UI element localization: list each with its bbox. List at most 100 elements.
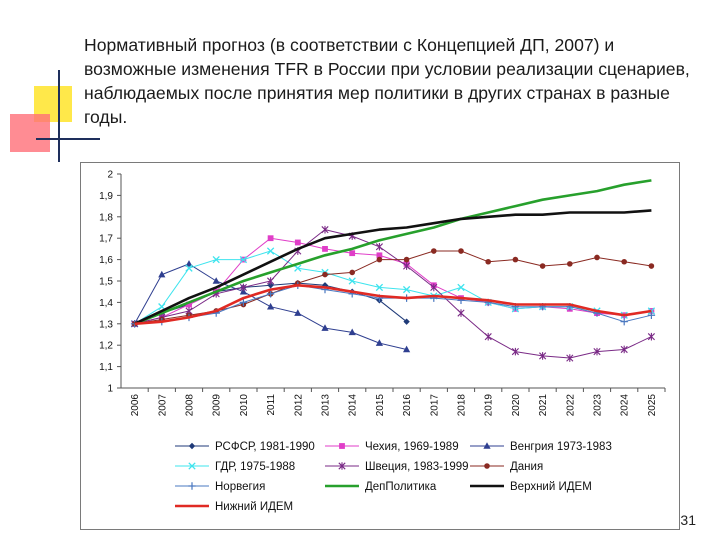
data-point-marker — [348, 277, 356, 285]
x-tick-label: 2010 — [239, 394, 250, 417]
legend-label: РСФСР, 1981-1990 — [215, 441, 315, 453]
legend-entry: ГДР, 1975-1988 — [175, 461, 295, 473]
legend-label: ДепПолитика — [365, 481, 437, 493]
series-9 — [134, 284, 652, 326]
data-point-marker — [266, 247, 275, 255]
y-tick-label: 1,3 — [99, 319, 113, 330]
x-tick-label: 2016 — [402, 394, 413, 417]
y-tick-label: 1,2 — [99, 341, 113, 352]
series-line — [134, 229, 652, 359]
data-point-marker — [267, 277, 275, 285]
data-point-marker — [511, 347, 519, 356]
series-8 — [134, 209, 652, 325]
data-point-marker — [457, 283, 465, 292]
data-point-marker — [321, 225, 329, 234]
legend-label: Швеция, 1983-1999 — [365, 461, 469, 473]
slide-number: 31 — [680, 512, 696, 528]
series-7 — [134, 179, 652, 326]
data-point-marker — [539, 263, 546, 269]
legend-entry: Венгрия 1973-1983 — [470, 441, 612, 453]
x-tick-label: 2019 — [484, 394, 495, 417]
x-tick-label: 2015 — [375, 394, 386, 417]
legend-label: Чехия, 1969-1989 — [365, 441, 459, 453]
data-point-marker — [188, 482, 196, 490]
y-tick-label: 1,9 — [99, 191, 113, 202]
legend-label: Норвегия — [215, 481, 265, 493]
decor-vertical-line — [58, 70, 60, 162]
data-point-marker — [348, 328, 356, 336]
legend-entry: Швеция, 1983-1999 — [325, 461, 469, 473]
data-point-marker — [593, 347, 601, 356]
y-tick-label: 2 — [107, 170, 113, 181]
data-point-marker — [239, 255, 248, 264]
x-tick-label: 2006 — [130, 394, 141, 417]
x-tick-label: 2014 — [348, 394, 359, 417]
y-tick-label: 1,8 — [99, 212, 113, 223]
y-tick-label: 1,5 — [99, 277, 113, 288]
legend-entry: ДепПолитика — [325, 481, 437, 493]
data-point-marker — [267, 282, 274, 289]
data-point-marker — [403, 345, 411, 353]
series-2 — [131, 260, 411, 353]
data-point-marker — [458, 248, 464, 254]
chart-series-layer — [130, 179, 656, 362]
y-tick-label: 1,4 — [99, 298, 113, 309]
data-point-marker — [322, 246, 328, 252]
data-point-marker — [322, 271, 328, 278]
data-point-marker — [266, 290, 275, 298]
legend-label: Дания — [510, 461, 543, 473]
data-point-marker — [294, 309, 302, 316]
data-point-marker — [539, 352, 547, 360]
data-point-marker — [294, 239, 301, 246]
data-point-marker — [457, 309, 465, 317]
x-tick-label: 2012 — [293, 394, 304, 417]
y-tick-label: 1,6 — [99, 255, 113, 266]
data-point-marker — [402, 285, 411, 294]
data-point-marker — [403, 262, 411, 270]
data-point-marker — [566, 354, 574, 362]
x-tick-label: 2024 — [620, 394, 631, 417]
data-point-marker — [376, 252, 383, 259]
x-tick-label: 2013 — [321, 394, 332, 417]
data-point-marker — [430, 283, 438, 292]
data-point-marker — [484, 463, 490, 469]
data-point-marker — [431, 248, 437, 254]
data-point-marker — [484, 332, 492, 341]
data-point-marker — [188, 462, 196, 470]
data-point-marker — [158, 270, 166, 278]
data-point-marker — [647, 332, 655, 341]
series-line — [134, 284, 652, 326]
legend-entry: Нижний ИДЕМ — [175, 501, 293, 513]
series-4 — [131, 225, 655, 362]
decor-horizontal-line — [36, 138, 100, 140]
x-tick-label: 2007 — [157, 394, 168, 417]
legend-label: Верхний ИДЕМ — [510, 481, 592, 493]
legend-label: Венгрия 1973-1983 — [510, 441, 612, 453]
data-point-marker — [620, 317, 628, 326]
y-tick-label: 1,7 — [99, 234, 113, 245]
data-point-marker — [212, 277, 220, 284]
data-point-marker — [567, 261, 573, 267]
data-point-marker — [186, 301, 192, 308]
x-tick-label: 2011 — [266, 394, 277, 416]
data-point-marker — [647, 307, 656, 315]
y-tick-label: 1 — [107, 384, 113, 395]
legend-label: ГДР, 1975-1988 — [215, 461, 295, 473]
x-tick-label: 2022 — [565, 394, 576, 417]
data-point-marker — [349, 250, 356, 257]
decor-red-square — [10, 114, 50, 152]
data-point-marker — [483, 442, 491, 449]
data-point-marker — [267, 302, 275, 310]
legend-entry: Норвегия — [175, 481, 265, 493]
legend-entry: Чехия, 1969-1989 — [325, 441, 459, 453]
series-line — [134, 209, 652, 325]
data-point-marker — [321, 324, 329, 331]
data-point-marker — [321, 282, 329, 289]
data-point-marker — [185, 260, 193, 267]
data-point-marker — [620, 345, 628, 354]
chart-legend: РСФСР, 1981-1990 Чехия, 1969-1989 Венгрия … — [175, 441, 612, 513]
x-tick-label: 2009 — [212, 394, 223, 417]
x-tick-label: 2020 — [511, 394, 522, 417]
data-point-marker — [376, 256, 383, 263]
x-tick-label: 2021 — [538, 394, 549, 417]
